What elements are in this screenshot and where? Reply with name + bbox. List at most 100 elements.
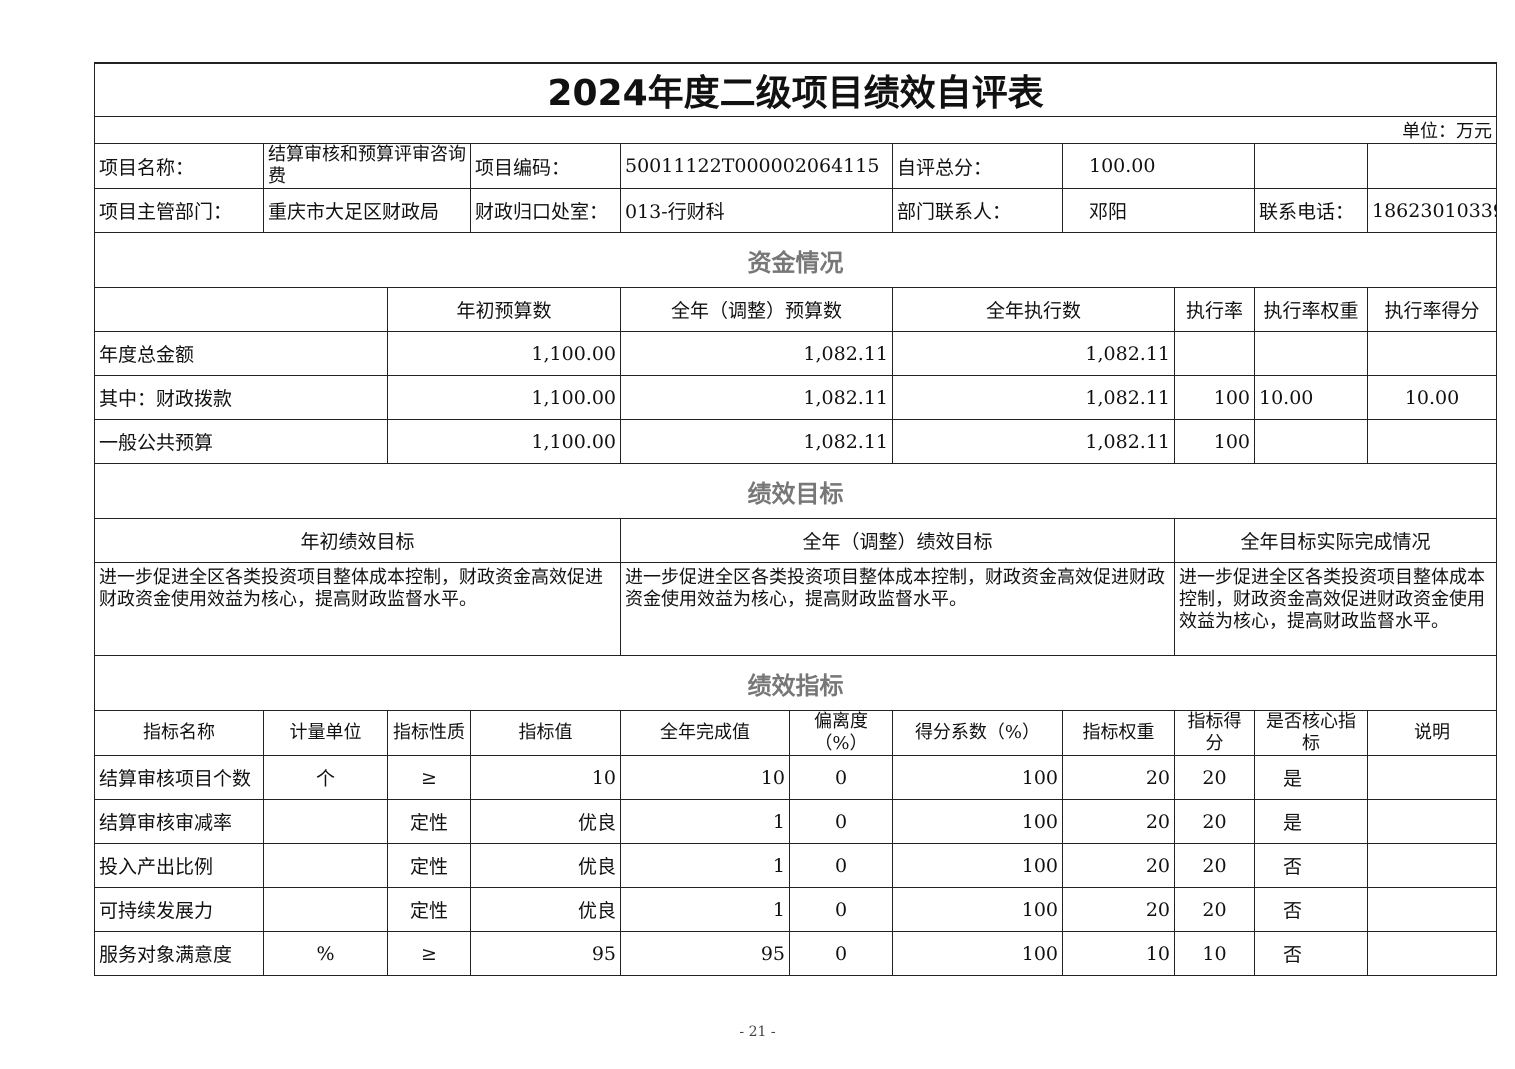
funds-row: 年度总金额 1,100.00 1,082.11 1,082.11 (94, 331, 1498, 376)
indicator-cell: 是 (1254, 799, 1368, 844)
indicator-cell: 10 (1062, 931, 1175, 976)
indicator-cell: 0 (789, 755, 893, 800)
contact-label: 部门联系人： (892, 188, 1063, 233)
indicator-cell: 20 (1174, 843, 1255, 888)
empty-cell (1254, 143, 1368, 189)
funds-cell: 100 (1174, 375, 1255, 420)
funds-cell (1254, 331, 1368, 376)
funds-header: 全年（调整）预算数 (620, 287, 893, 332)
funds-cell: 1,082.11 (620, 375, 893, 420)
funds-cell: 1,082.11 (620, 331, 893, 376)
funds-cell (1174, 331, 1255, 376)
funds-cell: 一般公共预算 (94, 419, 388, 464)
indicator-header: 偏离度（%） (789, 710, 893, 756)
indicator-cell: 否 (1254, 843, 1368, 888)
funds-cell (1366, 331, 1498, 376)
indicator-header: 指标权重 (1062, 710, 1175, 756)
indicator-cell: 20 (1174, 799, 1255, 844)
indicator-cell: 100 (892, 843, 1063, 888)
indicator-cell: 20 (1062, 887, 1175, 932)
indicator-row: 服务对象满意度% ≥95 95 0 100 10 10 否 (94, 931, 1498, 976)
indicator-cell (1366, 931, 1498, 976)
funds-section-title: 资金情况 (93, 232, 1498, 288)
indicator-cell: 优良 (470, 799, 621, 844)
funds-cell: 1,082.11 (892, 375, 1175, 420)
indicator-cell: 100 (892, 755, 1063, 800)
indicator-cell: 0 (789, 931, 893, 976)
funds-header: 全年执行数 (892, 287, 1175, 332)
phone-label: 联系电话： (1254, 188, 1368, 233)
indicator-row: 投入产出比例 定性 优良 1 0 100 20 20 否 (94, 843, 1498, 888)
project-code: 50011122T000002064115 (620, 143, 893, 189)
funds-header (94, 287, 388, 332)
indicator-row: 结算审核项目个数个 ≥10 10 0 100 20 20 是 (94, 755, 1498, 800)
goals-header: 年初绩效目标 (94, 518, 621, 563)
goals-header: 全年目标实际完成情况 (1173, 518, 1498, 563)
indicator-cell (1366, 887, 1498, 932)
indicator-cell (1366, 755, 1498, 800)
indicator-cell (1366, 843, 1498, 888)
indicator-cell: 95 (470, 931, 621, 976)
indicator-header: 说明 (1366, 710, 1498, 756)
indicator-cell: 100 (892, 887, 1063, 932)
indicator-cell: 优良 (470, 843, 621, 888)
indicator-cell: 是 (1254, 755, 1368, 800)
indicator-cell: 0 (789, 887, 893, 932)
indicator-header: 指标性质 (387, 710, 471, 756)
funds-cell: 1,100.00 (387, 331, 621, 376)
funds-cell: 1,082.11 (892, 419, 1175, 464)
unit-label: 单位：万元 (93, 116, 1498, 144)
indicator-cell: 10 (620, 755, 790, 800)
funds-header: 执行率权重 (1254, 287, 1368, 332)
indicator-cell: 优良 (470, 887, 621, 932)
indicator-cell: 可持续发展力 (94, 887, 264, 932)
indicator-header: 计量单位 (263, 710, 388, 756)
funds-cell (1366, 419, 1498, 464)
indicator-cell (263, 799, 388, 844)
funds-header: 年初预算数 (387, 287, 621, 332)
phone: 18623010339 (1366, 188, 1498, 233)
indicator-cell: 1 (620, 843, 790, 888)
indicator-cell (263, 843, 388, 888)
funds-cell: 其中：财政拨款 (94, 375, 388, 420)
indicator-cell: 服务对象满意度 (94, 931, 264, 976)
indicator-cell: 20 (1174, 887, 1255, 932)
goals-section-title: 绩效目标 (93, 463, 1498, 519)
office-label: 财政归口处室： (470, 188, 621, 233)
indicator-cell: 10 (1174, 931, 1255, 976)
actual-completion: 进一步促进全区各类投资项目整体成本控制，财政资金高效促进财政资金使用效益为核心，… (1173, 562, 1498, 656)
initial-goal: 进一步促进全区各类投资项目整体成本控制，财政资金高效促进财政资金使用效益为核心，… (94, 562, 621, 656)
indicator-cell: 否 (1254, 887, 1368, 932)
total-score-label: 自评总分： (892, 143, 1063, 189)
funds-cell: 1,082.11 (892, 331, 1175, 376)
indicator-cell: 95 (620, 931, 790, 976)
indicator-cell: 否 (1254, 931, 1368, 976)
indicator-cell: 0 (789, 843, 893, 888)
indicator-header: 全年完成值 (620, 710, 790, 756)
funds-header: 执行率得分 (1366, 287, 1498, 332)
indicator-row: 结算审核审减率 定性 优良 1 0 100 20 20 是 (94, 799, 1498, 844)
indicator-cell: ≥ (387, 755, 471, 800)
dept: 重庆市大足区财政局 (263, 188, 471, 233)
indicator-header: 是否核心指标 (1254, 710, 1368, 756)
funds-cell: 10.00 (1254, 375, 1368, 420)
indicator-cell: 1 (620, 887, 790, 932)
indicator-cell: 个 (263, 755, 388, 800)
funds-cell: 年度总金额 (94, 331, 388, 376)
office: 013-行财科 (620, 188, 893, 233)
indicator-header: 得分系数（%） (892, 710, 1063, 756)
indicator-cell: 结算审核审减率 (94, 799, 264, 844)
funds-row: 其中：财政拨款 1,100.00 1,082.11 1,082.11 100 10.00 1… (94, 375, 1498, 420)
funds-header: 执行率 (1174, 287, 1255, 332)
adjusted-goal: 进一步促进全区各类投资项目整体成本控制，财政资金高效促进财政资金使用效益为核心，… (620, 562, 1175, 656)
indicator-cell: 定性 (387, 887, 471, 932)
contact: 邓阳 (1062, 188, 1255, 233)
funds-cell (1254, 419, 1368, 464)
total-score: 100.00 (1062, 143, 1255, 189)
project-code-label: 项目编码： (470, 143, 621, 189)
indicator-cell: 定性 (387, 799, 471, 844)
page-number: - 21 - (739, 1024, 776, 1040)
funds-cell: 10.00 (1366, 375, 1498, 420)
indicator-cell: 100 (892, 931, 1063, 976)
page-title: 2024年度二级项目绩效自评表 (93, 62, 1498, 117)
